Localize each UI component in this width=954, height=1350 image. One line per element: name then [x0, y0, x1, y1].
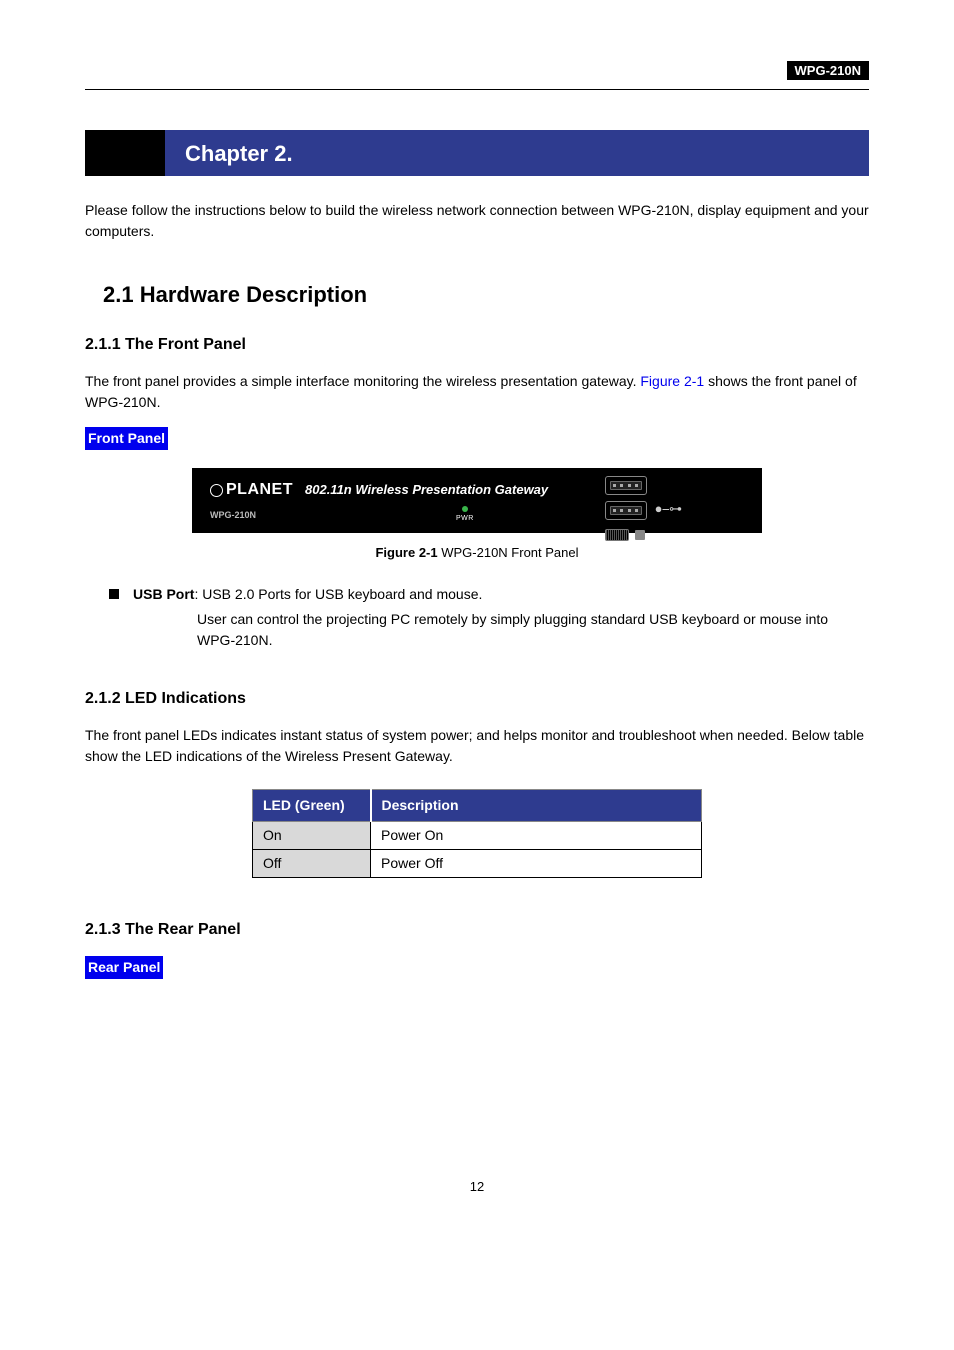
usb-port-top	[605, 476, 647, 495]
brand-text: PLANET	[226, 481, 293, 498]
front-panel-label: Front Panel	[85, 427, 168, 450]
chapter-bar-main: Chapter 2.	[165, 130, 869, 176]
device-model-text: WPG-210N	[210, 509, 256, 523]
usb-port-bullet: USB Port: USB 2.0 Ports for USB keyboard…	[109, 584, 869, 605]
power-led-icon	[462, 506, 468, 512]
bullet-rest: : USB 2.0 Ports for USB keyboard and mou…	[194, 586, 482, 602]
figure-2-1-caption: Figure 2-1 WPG-210N Front Panel	[85, 543, 869, 563]
front-panel-description: The front panel provides a simple interf…	[85, 371, 869, 413]
device-front-panel: PLANET 802.11n Wireless Presentation Gat…	[192, 468, 762, 533]
usb-port-bottom	[605, 501, 647, 520]
device-title: 802.11n Wireless Presentation Gateway	[305, 480, 548, 500]
led-table: LED (Green) Description On Power On Off …	[252, 789, 702, 878]
model-badge-text: WPG-210N	[787, 61, 869, 80]
figure-caption-rest: WPG-210N Front Panel	[438, 545, 579, 560]
subsection-2-1-3-heading: 2.1.3 The Rear Panel	[85, 918, 869, 942]
cell-val: Power On	[371, 822, 702, 850]
model-badge: WPG-210N	[85, 60, 869, 81]
power-label: PWR	[456, 514, 474, 525]
intro-paragraph: Please follow the instructions below to …	[85, 200, 869, 242]
usb-symbol-icon: ●⎯⊶	[655, 499, 682, 519]
bullet-bold: USB Port	[133, 586, 194, 602]
chapter-title: Chapter 2.	[185, 137, 293, 170]
planet-logo: PLANET	[210, 478, 293, 502]
table-row: On Power On	[253, 822, 702, 850]
led-description: The front panel LEDs indicates instant s…	[85, 725, 869, 767]
subsection-2-1-1-heading: 2.1.1 The Front Panel	[85, 333, 869, 357]
chapter-heading-bar: Chapter 2.	[85, 130, 869, 176]
table-header-row: LED (Green) Description	[253, 790, 702, 822]
th-description: Description	[371, 790, 702, 822]
bullet-square-icon	[109, 589, 119, 599]
front-panel-desc-a: The front panel provides a simple interf…	[85, 373, 640, 389]
power-indicator: PWR	[456, 506, 474, 525]
usb-column	[605, 476, 647, 541]
cell-key: On	[253, 822, 371, 850]
rear-panel-label: Rear Panel	[85, 956, 163, 979]
sd-slot-icon	[605, 529, 629, 541]
front-panel-figure: PLANET 802.11n Wireless Presentation Gat…	[85, 468, 869, 533]
th-led: LED (Green)	[253, 790, 371, 822]
usb-port-cluster: ●⎯⊶	[605, 476, 682, 541]
figure-ref-link[interactable]: Figure 2-1	[640, 373, 704, 389]
figure-caption-bold: Figure 2-1	[375, 545, 437, 560]
table-row: Off Power Off	[253, 850, 702, 878]
bullet-text: USB Port: USB 2.0 Ports for USB keyboard…	[133, 584, 869, 605]
section-heading: 2.1 Hardware Description	[85, 278, 869, 311]
device-bottom-icons	[605, 529, 647, 541]
cell-val: Power Off	[371, 850, 702, 878]
subsection-2-1-2-heading: 2.1.2 LED Indications	[85, 687, 869, 711]
lock-icon	[635, 530, 645, 540]
chapter-bar-accent	[85, 130, 165, 176]
header-rule	[85, 89, 869, 90]
cell-key: Off	[253, 850, 371, 878]
page-number: 12	[85, 1177, 869, 1197]
bullet-sub-text: User can control the projecting PC remot…	[197, 609, 869, 651]
globe-icon	[210, 484, 223, 497]
